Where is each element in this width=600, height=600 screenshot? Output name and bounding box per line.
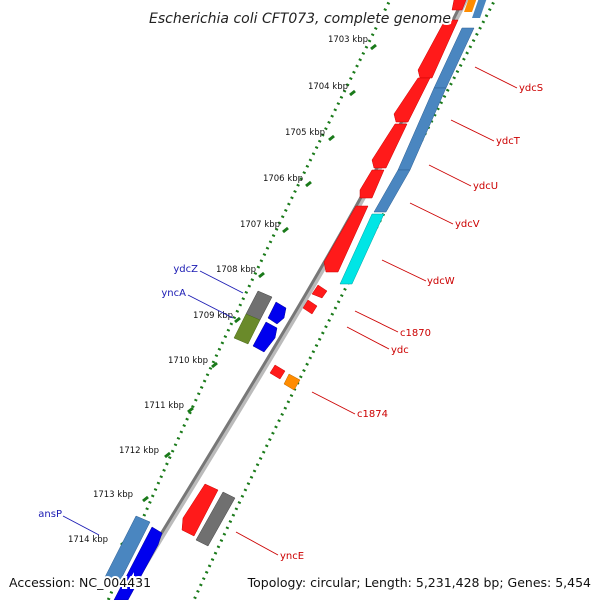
forward-gene-labels: ydcZ yncA ansP: [38, 264, 198, 520]
forward-label-leaders: [62, 270, 244, 536]
gene-ydcW-cyan[interactable]: [339, 213, 385, 285]
gene-blue-2[interactable]: [252, 321, 278, 353]
major-tick: [187, 406, 194, 414]
gene-label-ydcT[interactable]: ydcT: [496, 136, 521, 147]
leader-yncA: [187, 294, 234, 319]
gene-ydcT-red[interactable]: [393, 77, 431, 123]
gene-blue-1[interactable]: [267, 301, 287, 325]
leader-c1870: [354, 310, 399, 333]
scale-labels: 1703 kbp 1704 kbp 1705 kbp 1706 kbp 1707…: [68, 35, 368, 545]
gene-yncE-red[interactable]: [181, 483, 219, 537]
scale-label: 1704 kbp: [308, 82, 348, 92]
gene-label-yncE[interactable]: yncE: [280, 551, 304, 562]
gene-yncE-gray[interactable]: [195, 491, 236, 547]
gene-ydcU-red[interactable]: [371, 123, 408, 169]
gene-label-ydcW[interactable]: ydcW: [427, 276, 455, 287]
gene-label-ydcZ[interactable]: ydcZ: [173, 264, 198, 275]
scale-label: 1711 kbp: [144, 401, 184, 411]
leader-ydc: [346, 326, 390, 350]
map-title: Escherichia coli CFT073, complete genome: [149, 11, 451, 27]
gene-label-c1870[interactable]: c1870: [400, 328, 431, 339]
gene-ydcW-red[interactable]: [323, 205, 369, 273]
major-tick: [258, 271, 265, 279]
gene-c1874-orange[interactable]: [283, 373, 301, 391]
gene-ydcU-steel[interactable]: [373, 169, 411, 213]
gene-red[interactable]: [451, 0, 468, 11]
gene-ydcV-red[interactable]: [359, 169, 385, 199]
major-ticks: [120, 43, 377, 547]
major-tick: [282, 226, 289, 234]
gene-ydc[interactable]: [302, 299, 318, 315]
gene-label-ydcS[interactable]: ydcS: [519, 83, 543, 94]
gene-steel[interactable]: [472, 0, 488, 18]
topology-label: Topology: circular; Length: 5,231,428 bp…: [247, 575, 591, 590]
scale-label: 1714 kbp: [68, 535, 108, 545]
leader-c1874: [311, 391, 356, 415]
leader-ydcU: [428, 164, 472, 187]
tick-rails: [106, 0, 497, 600]
major-tick: [234, 316, 241, 324]
reverse-gene-labels: ydcS ydcT ydcU ydcV ydcW c1870 ydc c1874…: [280, 83, 543, 562]
accession-label: Accession: NC_004431: [9, 575, 151, 590]
leader-ydcZ: [199, 270, 244, 294]
gene-ansP-steel[interactable]: [103, 515, 151, 586]
gene-label-c1874[interactable]: c1874: [357, 409, 388, 420]
reverse-label-leaders: [235, 66, 518, 556]
leader-yncE: [235, 531, 279, 556]
reverse-strand-genes: [181, 0, 488, 547]
gene-yncA-olive[interactable]: [233, 313, 261, 345]
scale-label: 1712 kbp: [119, 446, 159, 456]
gene-label-yncA[interactable]: yncA: [161, 288, 186, 299]
major-tick: [142, 495, 149, 503]
gene-c1874-red[interactable]: [269, 364, 286, 380]
gene-label-ansP[interactable]: ansP: [38, 509, 62, 520]
major-tick: [164, 451, 171, 459]
major-tick: [305, 180, 312, 188]
gene-c1870[interactable]: [311, 284, 328, 299]
forward-strand-genes: [103, 290, 287, 600]
major-tick: [349, 89, 356, 97]
scale-label: 1705 kbp: [285, 128, 325, 138]
leader-ydcV: [409, 202, 454, 225]
scale-label: 1707 kbp: [240, 220, 280, 230]
leader-ydcS: [474, 66, 518, 89]
gene-ansP-blue[interactable]: [113, 526, 163, 600]
gene-label-ydcU[interactable]: ydcU: [473, 181, 498, 192]
inner-tick-rail: [106, 0, 392, 600]
outer-tick-rail: [192, 0, 497, 600]
scale-label: 1706 kbp: [263, 174, 303, 184]
leader-ansP: [62, 515, 100, 536]
gene-label-ydcV[interactable]: ydcV: [455, 219, 480, 230]
scale-label: 1709 kbp: [193, 311, 233, 321]
major-tick: [211, 361, 218, 369]
gene-orange[interactable]: [464, 0, 478, 12]
scale-label: 1710 kbp: [168, 356, 208, 366]
scale-label: 1703 kbp: [328, 35, 368, 45]
leader-ydcW: [381, 259, 427, 282]
scale-label: 1713 kbp: [93, 490, 133, 500]
major-tick: [328, 134, 335, 142]
scale-label: 1708 kbp: [216, 265, 256, 275]
gene-label-ydc[interactable]: ydc: [391, 345, 409, 356]
leader-ydcT: [450, 119, 495, 142]
major-tick: [370, 43, 377, 51]
